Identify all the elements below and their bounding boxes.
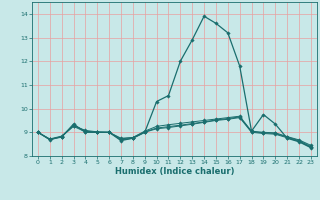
X-axis label: Humidex (Indice chaleur): Humidex (Indice chaleur) (115, 167, 234, 176)
